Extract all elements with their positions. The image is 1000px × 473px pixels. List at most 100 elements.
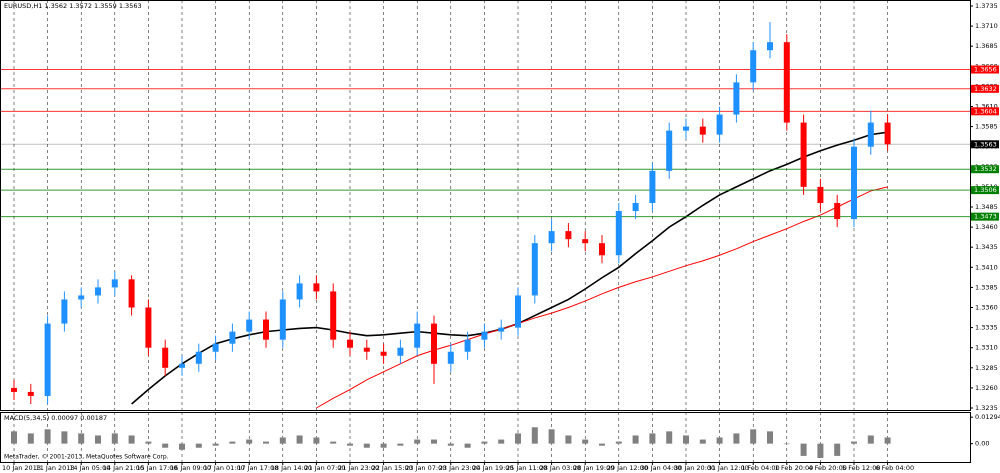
level-label: 1.3473 [974,213,997,221]
x-tick-label: 1 Feb 04:00 [741,464,780,472]
indicator-bar [95,435,101,444]
candle-body [347,339,353,348]
x-tick-label: 16 Jan 09:00 [170,464,211,472]
candle-body [464,339,471,352]
indicator-bar [44,429,51,444]
candle-body [548,231,555,244]
level-label: 1.3506 [974,186,997,194]
candle-body [498,327,505,332]
x-tick-label: 29 Jan 12:00 [607,464,648,472]
y-tick-label: 1.3735 [975,2,998,10]
x-tick-label: 24 Jan 19:00 [472,464,513,472]
x-tick-label: 30 Jan 20:00 [674,464,715,472]
indicator-bar [246,439,253,444]
candle-body [515,295,521,328]
main-panel [0,0,970,410]
candle-body [263,319,269,340]
indicator-bar [212,443,219,446]
indicator-bar [195,443,202,448]
y-tick-label: 1.3685 [975,42,998,50]
indicator-bar [11,431,17,444]
x-tick-label: 31 Jan 12:00 [708,464,749,472]
candle-body [683,126,689,131]
level-tag [971,186,999,195]
indicator-bar [162,443,169,448]
y-tick-label: 1.3710 [975,22,998,30]
level-tag [971,212,999,221]
indicator-bar [380,443,387,448]
candle-body [44,323,51,396]
indicator-bar [145,441,152,444]
indicator-bar [481,441,488,444]
y-tick-label: 1.3460 [975,223,998,231]
candle-body [800,122,807,187]
level-tag [971,65,999,74]
x-tick-label: 14 Jan 05:00 [69,464,110,472]
indicator-bar [363,443,370,448]
candle-body [27,391,34,396]
y-tick-label: 1.3285 [975,364,998,372]
candle-body [851,146,857,220]
indicator-title: MACD(5,34,5) 0.00097 0.00187 [4,414,107,422]
candle-body [431,323,437,364]
indicator-bar [683,435,689,444]
y-tick-label: 1.3485 [975,203,998,211]
indicator-bar [851,441,857,444]
indicator-bar [296,435,303,444]
candle-body [363,347,370,352]
x-tick-label: 30 Jan 04:00 [640,464,681,472]
candle-body [632,202,639,212]
indicator-bar [347,443,353,446]
indicator-bar [733,433,740,444]
candle-body [481,331,488,340]
y-tick-label: 1.3235 [975,404,998,412]
candle-body [279,299,286,340]
indicator-bar [128,435,135,444]
candle-body [531,243,538,296]
candle-body [380,351,387,356]
indicator-panel [11,412,891,462]
x-tick-label: 6 Feb 04:00 [876,464,915,472]
indicator-bar [699,439,706,444]
indicator-bar [498,439,505,444]
symbol-header: EURUSD,H1 1.3562 1.3572 1.3559 1.3563 [4,2,142,10]
x-tick-label: 21 Jan 23:00 [338,464,379,472]
x-tick-label: 11 Jan 2013 [36,464,75,472]
x-tick-label: 17 Jan 01:00 [204,464,245,472]
x-tick-label: 28 Jan 03:00 [540,464,581,472]
level-tag [971,84,999,93]
indicator-bar [78,433,85,444]
candle-body [179,363,185,368]
x-tick-label: 14 Jan 21:00 [103,464,144,472]
candle-body [11,387,17,392]
indicator-bar [783,443,790,445]
indicator-bar [27,433,34,444]
indicator-bar [464,443,471,448]
indicator-bar [414,439,421,444]
indicator-bar [431,439,437,444]
candle-body [649,170,656,203]
candle-body [582,239,589,244]
indicator-tick-label: 0.01294 [975,413,1000,421]
indicator-bar [565,435,572,444]
indicator-bar [279,437,286,444]
y-tick-label: 1.3610 [975,103,998,111]
indicator-bar [179,443,185,450]
candle-body [397,347,404,356]
x-tick-label: 17 Jan 17:00 [237,464,278,472]
candle-body [447,351,454,364]
level-tag [971,140,999,149]
candle-body [565,231,572,240]
indicator-bar [800,443,807,456]
candle-body [867,122,874,147]
candle-body [834,202,841,220]
indicator-bar [111,433,118,444]
candle-body [414,323,421,348]
x-tick-label: 23 Jan 07:00 [405,464,446,472]
x-tick-label: 4 Feb 20:00 [808,464,847,472]
candle-body [599,243,605,256]
y-tick-label: 1.3410 [975,263,998,271]
candle-body [145,307,152,348]
level-label: 1.3656 [974,66,997,74]
